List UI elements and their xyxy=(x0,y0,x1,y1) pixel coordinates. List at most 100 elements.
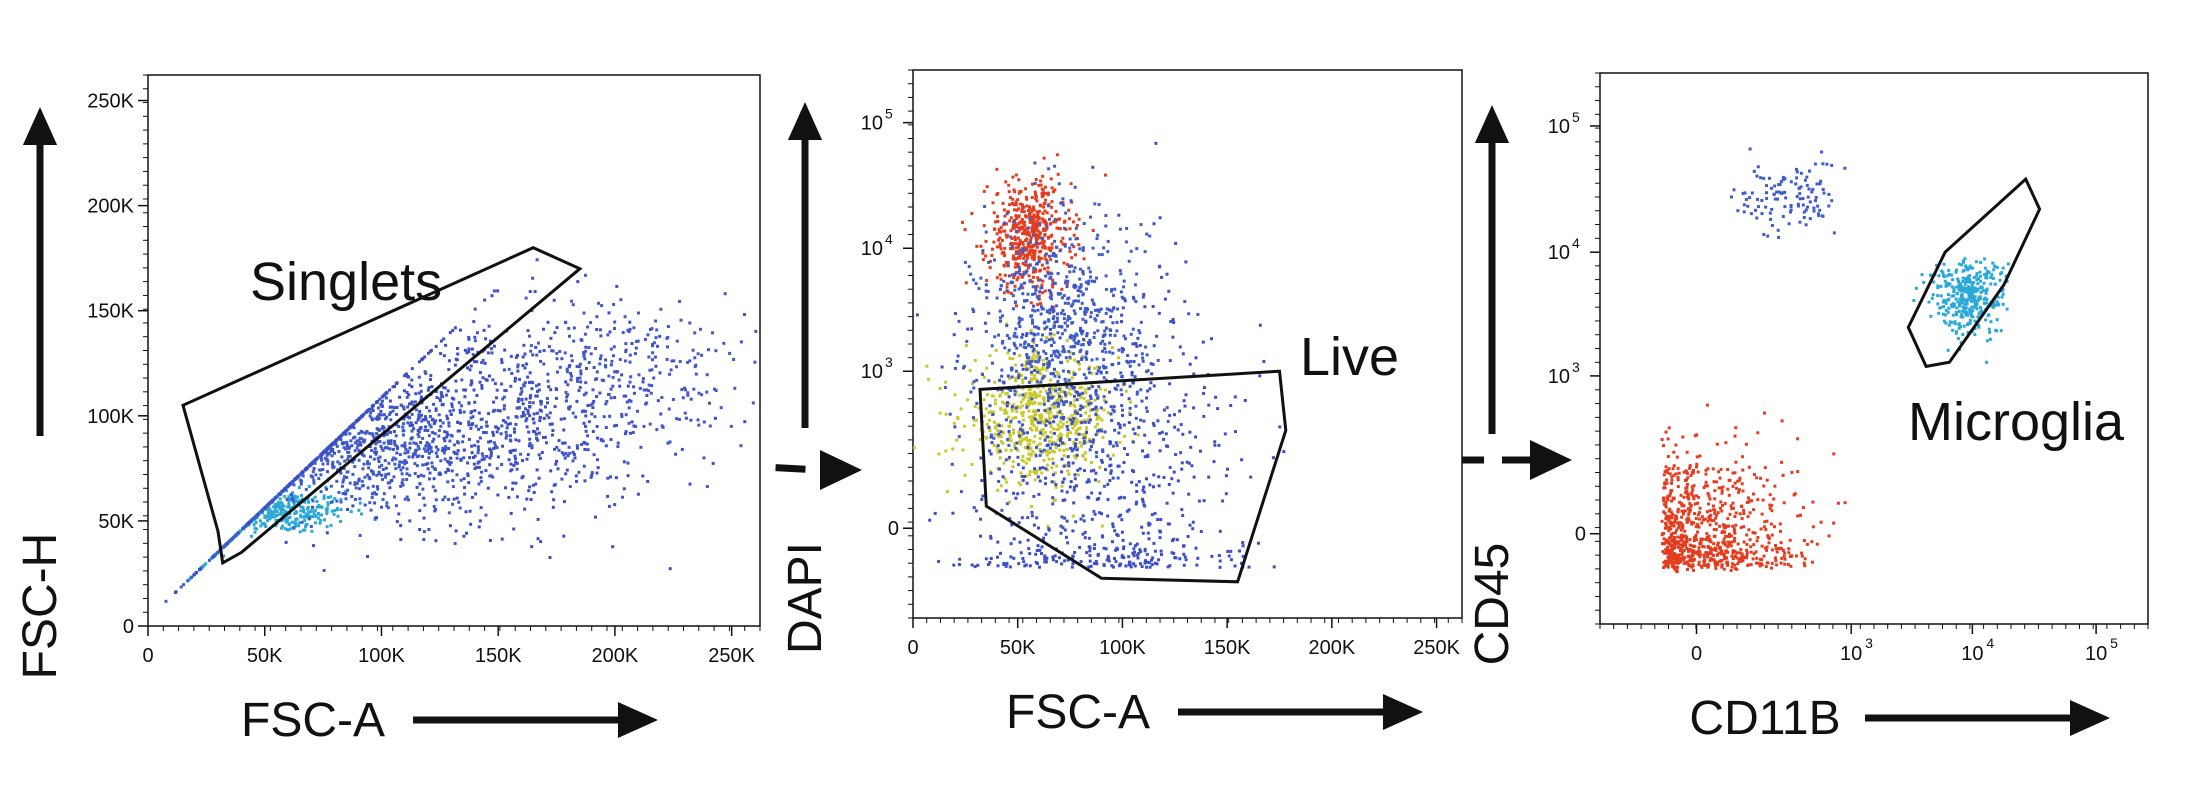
event-dot xyxy=(1018,325,1022,329)
event-dot xyxy=(378,455,382,459)
event-dot xyxy=(444,470,448,474)
event-dot xyxy=(297,474,301,478)
event-dot xyxy=(988,266,992,270)
event-dot xyxy=(494,446,497,450)
event-dot xyxy=(1111,525,1115,529)
event-dot xyxy=(1036,217,1040,221)
event-dot xyxy=(1168,382,1172,386)
gate-polygon[interactable] xyxy=(978,369,1288,584)
event-dot xyxy=(1080,444,1083,448)
event-dot xyxy=(252,523,256,527)
event-dot xyxy=(1119,371,1123,375)
event-dot xyxy=(528,371,532,375)
event-dot xyxy=(297,486,301,489)
event-dot xyxy=(1065,400,1068,404)
event-dot xyxy=(1051,473,1055,477)
event-dot xyxy=(1084,440,1088,444)
event-dot xyxy=(336,514,340,518)
event-dot xyxy=(1066,324,1070,328)
event-dot xyxy=(1083,312,1087,316)
event-dot xyxy=(641,380,645,384)
event-dot xyxy=(1087,279,1091,283)
event-dot xyxy=(355,446,359,450)
event-dot xyxy=(426,420,430,424)
event-dot xyxy=(1057,427,1061,431)
event-dot xyxy=(989,557,993,560)
event-dot xyxy=(988,560,992,564)
event-dot xyxy=(1033,373,1037,377)
gate-polygon[interactable] xyxy=(181,246,583,566)
event-dot xyxy=(1088,338,1092,342)
event-dot xyxy=(1050,186,1054,190)
event-dot xyxy=(1056,218,1060,222)
event-dot xyxy=(1015,217,1019,221)
event-dot xyxy=(423,370,427,374)
event-dot xyxy=(1142,485,1146,489)
event-dot xyxy=(1084,391,1088,395)
event-dot xyxy=(411,455,415,459)
event-dot xyxy=(371,418,374,422)
event-dot xyxy=(1102,246,1106,250)
event-dot xyxy=(1011,407,1015,411)
event-dot xyxy=(299,505,303,509)
event-dot xyxy=(1796,514,1800,518)
event-dot xyxy=(1030,360,1034,363)
event-dot xyxy=(1089,401,1093,405)
event-dot xyxy=(1162,476,1166,479)
event-dot xyxy=(520,476,524,480)
event-dot xyxy=(415,455,419,459)
event-dot xyxy=(424,444,428,448)
event-dot xyxy=(1045,227,1049,231)
event-dot xyxy=(1093,512,1097,516)
event-dot xyxy=(1005,289,1009,293)
event-dot xyxy=(995,276,999,280)
event-dot xyxy=(1120,313,1124,317)
event-dot xyxy=(484,431,488,435)
event-dot xyxy=(1187,312,1191,316)
event-dot xyxy=(1128,560,1132,564)
event-dot xyxy=(266,514,270,518)
event-dot xyxy=(1103,333,1107,337)
event-dot xyxy=(998,378,1001,382)
event-dot xyxy=(613,424,617,428)
event-dot xyxy=(611,384,615,388)
event-dot xyxy=(1043,431,1047,435)
event-dot xyxy=(1056,438,1060,442)
event-dot xyxy=(1010,366,1014,370)
event-dot xyxy=(1052,340,1056,344)
event-dot xyxy=(592,366,596,369)
event-dot xyxy=(1141,500,1145,504)
event-dot xyxy=(1051,254,1055,258)
event-dot xyxy=(1132,547,1136,551)
event-dot xyxy=(403,374,407,378)
event-dot xyxy=(992,211,996,215)
event-dot xyxy=(626,384,630,388)
event-dot xyxy=(522,343,526,347)
event-dot xyxy=(1052,450,1056,454)
event-dot xyxy=(526,375,530,379)
event-dot xyxy=(1056,372,1060,376)
event-dot xyxy=(624,350,628,354)
event-dot xyxy=(352,436,355,440)
event-dot xyxy=(1781,473,1785,477)
event-dot xyxy=(1085,287,1088,291)
event-dot xyxy=(1053,164,1057,168)
event-dot xyxy=(325,450,329,454)
event-dot xyxy=(1014,238,1017,242)
event-dot xyxy=(635,340,639,343)
event-dot xyxy=(1131,295,1135,299)
event-dot xyxy=(538,350,542,353)
event-dot xyxy=(1051,310,1055,314)
event-dot xyxy=(1149,362,1153,366)
event-dot xyxy=(1031,349,1035,353)
event-dot xyxy=(1000,424,1004,428)
event-dot xyxy=(1032,341,1036,345)
event-dot xyxy=(1181,432,1185,436)
event-dot xyxy=(1028,439,1032,443)
event-dot xyxy=(1218,559,1222,563)
event-dot xyxy=(1108,390,1111,394)
event-dot xyxy=(1078,367,1082,371)
event-dot xyxy=(394,434,398,438)
event-dot xyxy=(543,435,547,439)
event-dot xyxy=(375,473,379,477)
